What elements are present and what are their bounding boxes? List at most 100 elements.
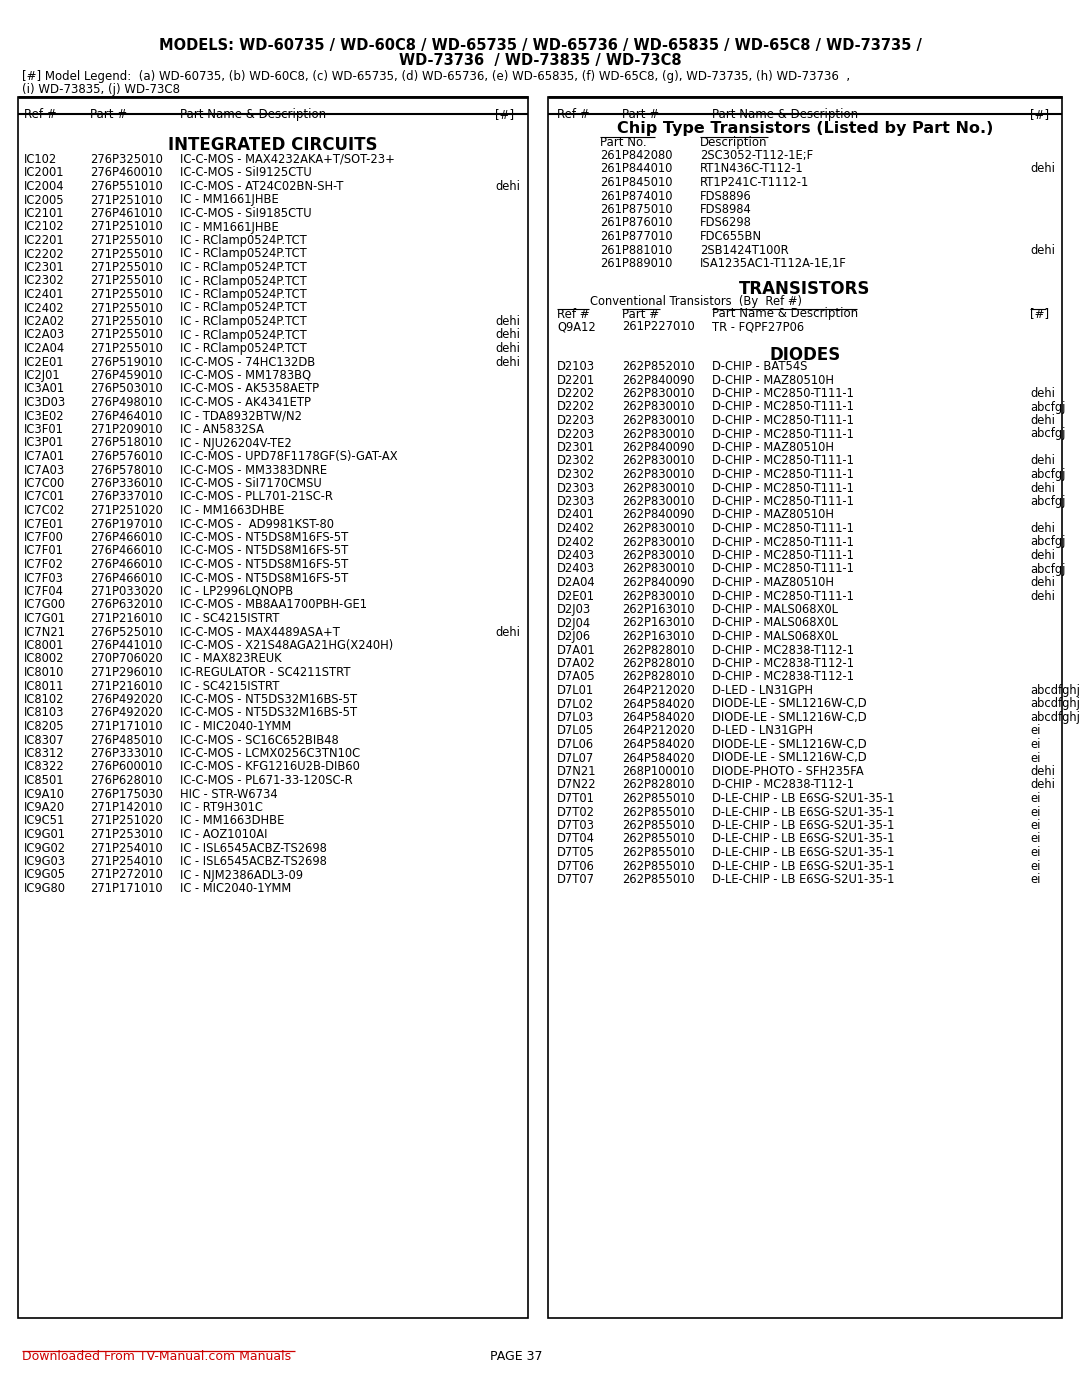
Text: D2A04: D2A04 (557, 576, 596, 590)
Text: IC8102: IC8102 (24, 693, 65, 705)
Text: D2302: D2302 (557, 468, 595, 481)
Text: D-CHIP - MC2850-T111-1: D-CHIP - MC2850-T111-1 (712, 522, 854, 535)
Text: D7T04: D7T04 (557, 833, 595, 845)
Text: dehi: dehi (1030, 522, 1055, 535)
Text: 271P272010: 271P272010 (90, 869, 163, 882)
Text: 262P830010: 262P830010 (622, 454, 694, 468)
Text: 276P600010: 276P600010 (90, 760, 162, 774)
Text: D2203: D2203 (557, 414, 595, 427)
Text: 276P466010: 276P466010 (90, 571, 162, 584)
Text: [#]: [#] (1030, 108, 1049, 122)
Text: IC8322: IC8322 (24, 760, 65, 774)
Text: IC7N21: IC7N21 (24, 626, 66, 638)
Bar (548, 96, 1062, 1317)
Text: 271P251010: 271P251010 (90, 194, 163, 207)
Text: D-CHIP - MC2850-T111-1: D-CHIP - MC2850-T111-1 (712, 468, 854, 481)
Text: D7T05: D7T05 (557, 847, 595, 859)
Text: IC-C-MOS - X21S48AGA21HG(X240H): IC-C-MOS - X21S48AGA21HG(X240H) (180, 638, 393, 652)
Text: ei: ei (1030, 806, 1040, 819)
Text: IC8307: IC8307 (24, 733, 65, 746)
Text: INTEGRATED CIRCUITS: INTEGRATED CIRCUITS (168, 136, 378, 154)
Text: IC7F03: IC7F03 (24, 571, 64, 584)
Text: Downloaded From TV-Manual.com Manuals: Downloaded From TV-Manual.com Manuals (22, 1350, 292, 1363)
Text: 276P460010: 276P460010 (90, 166, 162, 179)
Text: IC - MIC2040-1YMM: IC - MIC2040-1YMM (180, 719, 292, 733)
Text: DIODE-PHOTO - SFH235FA: DIODE-PHOTO - SFH235FA (712, 766, 864, 778)
Text: Q9A12: Q9A12 (557, 320, 596, 334)
Text: IC-C-MOS - SiI9185CTU: IC-C-MOS - SiI9185CTU (180, 207, 312, 219)
Text: 271P255010: 271P255010 (90, 261, 163, 274)
Text: IC7G01: IC7G01 (24, 612, 66, 624)
Text: IC-C-MOS - AK4341ETP: IC-C-MOS - AK4341ETP (180, 395, 311, 409)
Text: WD-73736  / WD-73835 / WD-73C8: WD-73736 / WD-73835 / WD-73C8 (399, 53, 681, 68)
Text: ei: ei (1030, 847, 1040, 859)
Text: 264P584020: 264P584020 (622, 711, 694, 724)
Text: 261P842080: 261P842080 (600, 149, 673, 162)
Text: 262P830010: 262P830010 (622, 495, 694, 509)
Text: RT1N436C-T112-1: RT1N436C-T112-1 (700, 162, 804, 176)
Text: IC - RClamp0524P.TCT: IC - RClamp0524P.TCT (180, 288, 307, 300)
Text: 268P100010: 268P100010 (622, 766, 694, 778)
Text: 276P519010: 276P519010 (90, 355, 163, 369)
Text: IC - RClamp0524P.TCT: IC - RClamp0524P.TCT (180, 342, 307, 355)
Text: IC - RClamp0524P.TCT: IC - RClamp0524P.TCT (180, 314, 307, 328)
Text: IC7F02: IC7F02 (24, 557, 64, 571)
Text: D-LE-CHIP - LB E6SG-S2U1-35-1: D-LE-CHIP - LB E6SG-S2U1-35-1 (712, 833, 894, 845)
Text: dehi: dehi (1030, 590, 1055, 602)
Text: IC8011: IC8011 (24, 679, 65, 693)
Text: dehi: dehi (495, 342, 519, 355)
Text: D-CHIP - MAZ80510H: D-CHIP - MAZ80510H (712, 576, 834, 590)
Text: D2303: D2303 (557, 495, 595, 509)
Text: IC-C-MOS -  AD9981KST-80: IC-C-MOS - AD9981KST-80 (180, 517, 334, 531)
Text: 262P855010: 262P855010 (622, 833, 694, 845)
Text: IC-C-MOS - MM3383DNRE: IC-C-MOS - MM3383DNRE (180, 464, 327, 476)
Text: IC3E02: IC3E02 (24, 409, 65, 422)
Text: D-CHIP - MC2838-T112-1: D-CHIP - MC2838-T112-1 (712, 644, 854, 657)
Text: 262P830010: 262P830010 (622, 563, 694, 576)
Text: 262P855010: 262P855010 (622, 819, 694, 833)
Text: 276P197010: 276P197010 (90, 517, 163, 531)
Text: D2202: D2202 (557, 401, 595, 414)
Text: D-CHIP - MC2850-T111-1: D-CHIP - MC2850-T111-1 (712, 454, 854, 468)
Text: D-CHIP - BAT54S: D-CHIP - BAT54S (712, 360, 808, 373)
Text: DIODE-LE - SML1216W-C,D: DIODE-LE - SML1216W-C,D (712, 711, 866, 724)
Text: IC2001: IC2001 (24, 166, 65, 179)
Text: [#]: [#] (1030, 307, 1049, 320)
Text: IC2A03: IC2A03 (24, 328, 65, 341)
Text: abcdfghj: abcdfghj (1030, 711, 1080, 724)
Text: 276P461010: 276P461010 (90, 207, 162, 219)
Text: 262P830010: 262P830010 (622, 468, 694, 481)
Text: ei: ei (1030, 859, 1040, 873)
Text: D7A02: D7A02 (557, 657, 596, 671)
Text: 262P830010: 262P830010 (622, 427, 694, 440)
Text: 262P163010: 262P163010 (622, 616, 694, 630)
Text: dehi: dehi (495, 355, 519, 369)
Text: 271P255010: 271P255010 (90, 247, 163, 260)
Text: 271P251020: 271P251020 (90, 814, 163, 827)
Text: 276P632010: 276P632010 (90, 598, 163, 612)
Text: IC8001: IC8001 (24, 638, 65, 652)
Text: abcfgj: abcfgj (1030, 495, 1065, 509)
Text: D2J03: D2J03 (557, 604, 591, 616)
Text: IC7C02: IC7C02 (24, 504, 66, 517)
Text: 276P459010: 276P459010 (90, 369, 163, 381)
Text: 276P325010: 276P325010 (90, 154, 163, 166)
Text: D7L01: D7L01 (557, 685, 594, 697)
Text: D2303: D2303 (557, 482, 595, 495)
Text: ISA1235AC1-T112A-1E,1F: ISA1235AC1-T112A-1E,1F (700, 257, 847, 270)
Text: IC - AN5832SA: IC - AN5832SA (180, 423, 264, 436)
Text: IC - NJU26204V-TE2: IC - NJU26204V-TE2 (180, 436, 292, 450)
Text: 276P551010: 276P551010 (90, 180, 163, 193)
Text: D-CHIP - MAZ80510H: D-CHIP - MAZ80510H (712, 373, 834, 387)
Text: IC - NJM2386ADL3-09: IC - NJM2386ADL3-09 (180, 869, 303, 882)
Text: D7T03: D7T03 (557, 819, 595, 833)
Text: IC - TDA8932BTW/N2: IC - TDA8932BTW/N2 (180, 409, 302, 422)
Text: 261P844010: 261P844010 (600, 162, 673, 176)
Text: DIODE-LE - SML1216W-C,D: DIODE-LE - SML1216W-C,D (712, 697, 866, 711)
Text: abcfgj: abcfgj (1030, 427, 1065, 440)
Text: 271P255010: 271P255010 (90, 342, 163, 355)
Text: 2SC3052-T112-1E;F: 2SC3052-T112-1E;F (700, 149, 813, 162)
Text: Part Name & Description: Part Name & Description (712, 307, 859, 320)
Text: D-LE-CHIP - LB E6SG-S2U1-35-1: D-LE-CHIP - LB E6SG-S2U1-35-1 (712, 792, 894, 805)
Text: 271P255010: 271P255010 (90, 235, 163, 247)
